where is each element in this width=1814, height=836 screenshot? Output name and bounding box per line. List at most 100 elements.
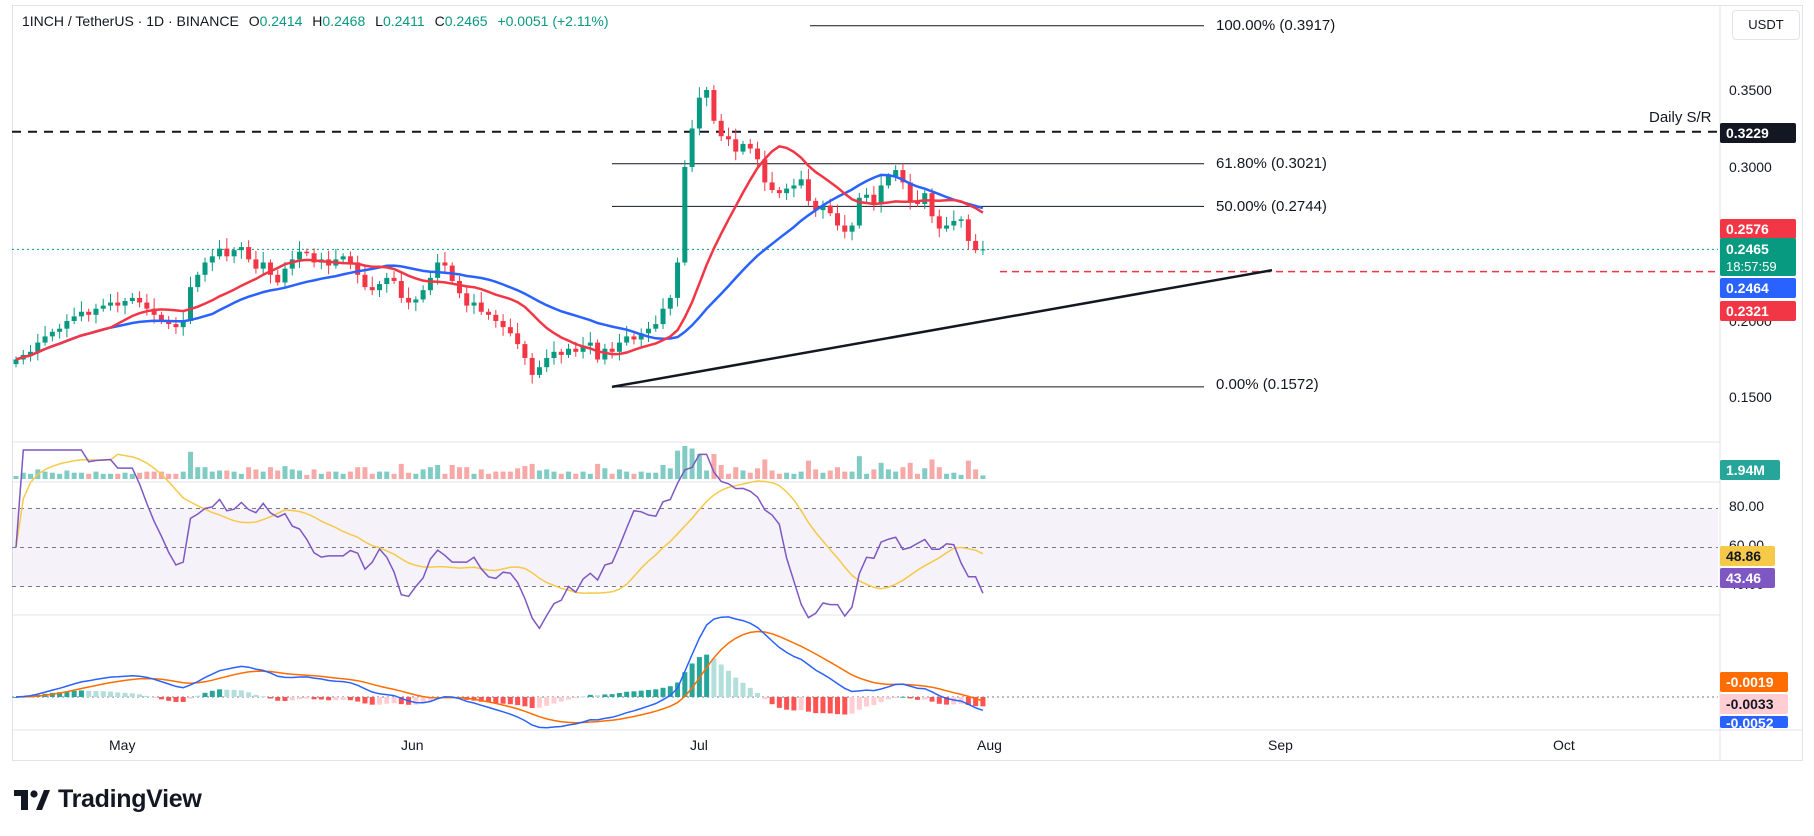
macd-histogram-bar: [158, 697, 164, 700]
volume-bar: [493, 471, 499, 479]
price-tick-0.30: 0.3000: [1729, 159, 1772, 175]
ma50-line: [15, 144, 984, 361]
candle-body: [929, 193, 935, 217]
symbol-header: 1INCH / TetherUS · 1D · BINANCE O0.2414 …: [22, 13, 609, 29]
volume-bar: [340, 473, 346, 479]
macd-histogram-bar: [740, 682, 746, 697]
low-label: L: [375, 13, 383, 29]
volume-bar: [922, 468, 928, 479]
volume-bar: [689, 448, 695, 479]
time-label-jul: Jul: [690, 737, 708, 753]
macd-histogram-bar: [326, 697, 332, 701]
candle-body: [936, 216, 942, 229]
macd-histogram-bar: [718, 664, 724, 697]
macd-histogram-bar: [355, 697, 361, 702]
macd-histogram-bar: [260, 696, 266, 698]
candle-body: [689, 128, 695, 167]
candle-body: [885, 176, 891, 186]
macd-histogram-bar: [420, 697, 426, 704]
macd-histogram-bar: [238, 690, 244, 697]
volume-bar: [878, 462, 884, 479]
macd-histogram-bar: [398, 697, 404, 705]
macd-histogram-bar: [289, 697, 295, 701]
candle-body: [747, 143, 753, 149]
macd-histogram-bar: [660, 687, 666, 697]
time-label-jun: Jun: [401, 737, 424, 753]
volume-bar: [57, 473, 63, 479]
volume-bar: [173, 473, 179, 479]
volume-bar: [776, 473, 782, 479]
macd-histogram-bar: [893, 697, 899, 698]
macd-histogram-bar: [653, 689, 659, 697]
volume-bar: [842, 471, 848, 479]
macd-histogram-bar: [13, 697, 19, 698]
candle-body: [864, 194, 870, 198]
volume-bar: [624, 471, 630, 479]
candle-body: [217, 248, 223, 257]
volume-bar: [384, 471, 390, 479]
volume-bar: [725, 473, 731, 479]
macd-histogram-bar: [776, 697, 782, 708]
volume-bar: [973, 469, 979, 479]
macd-histogram-bar: [115, 692, 121, 697]
tradingview-logo-icon: [14, 789, 50, 810]
candle-body: [246, 247, 252, 260]
macd-histogram-bar: [733, 677, 739, 697]
volume-bar: [209, 471, 215, 479]
support-tag: 0.2321: [1720, 301, 1796, 321]
currency-selector[interactable]: USDT: [1732, 10, 1800, 40]
volume-bar: [711, 454, 717, 479]
volume-bar: [740, 470, 746, 479]
volume-bar: [675, 450, 681, 479]
tradingview-logo[interactable]: TradingView: [14, 785, 202, 814]
change-value: +0.0051 (+2.11%): [497, 13, 609, 29]
candle-body: [362, 274, 368, 288]
candle-body: [311, 253, 317, 263]
macd-histogram-bar: [362, 697, 368, 704]
candle-body: [558, 351, 564, 355]
close-label: C: [434, 13, 445, 29]
volume-bar: [769, 470, 775, 479]
volume-bar: [151, 471, 157, 479]
volume-bar: [885, 469, 891, 479]
volume-bar: [427, 467, 433, 479]
volume-bar: [267, 467, 273, 479]
macd-histogram-bar: [587, 694, 593, 697]
candle-body: [115, 302, 121, 306]
macd-hist-tag: -0.0033: [1720, 694, 1788, 714]
volume-bar: [856, 456, 862, 479]
candle-body: [64, 321, 70, 329]
candle-body: [820, 205, 826, 211]
candle-body: [398, 280, 404, 298]
candle-body: [755, 148, 761, 160]
candle-body: [100, 305, 106, 309]
rsi-tick-80: 80.00: [1729, 498, 1765, 514]
candle-body: [166, 321, 172, 325]
last-price-tag: 0.2465 18:57:59: [1720, 238, 1796, 276]
candle-body: [28, 351, 34, 355]
macd-signal-tag: -0.0019: [1720, 672, 1788, 692]
high-label: H: [312, 13, 323, 29]
volume-bar: [406, 472, 412, 479]
ma100-line: [15, 173, 984, 361]
volume-bar: [311, 469, 317, 479]
macd-histogram-bar: [878, 697, 884, 703]
macd-histogram-bar: [638, 690, 644, 697]
macd-histogram-bar: [486, 697, 492, 703]
macd-histogram-bar: [784, 697, 790, 710]
candle-body: [609, 348, 615, 352]
macd-histogram-bar: [849, 697, 855, 714]
symbol-title: 1INCH / TetherUS · 1D · BINANCE: [22, 13, 239, 29]
macd-histogram-bar: [500, 697, 506, 704]
macd-histogram-bar: [384, 697, 390, 704]
macd-histogram-bar: [78, 690, 84, 697]
volume-bar: [20, 472, 26, 479]
price-tick-0.35: 0.3500: [1729, 82, 1772, 98]
candle-body: [500, 321, 506, 328]
high-value: 0.2468: [322, 13, 366, 29]
volume-bar: [78, 472, 84, 479]
macd-histogram-bar: [616, 693, 622, 697]
candle-body: [478, 302, 484, 312]
macd-histogram-bar: [536, 697, 542, 708]
